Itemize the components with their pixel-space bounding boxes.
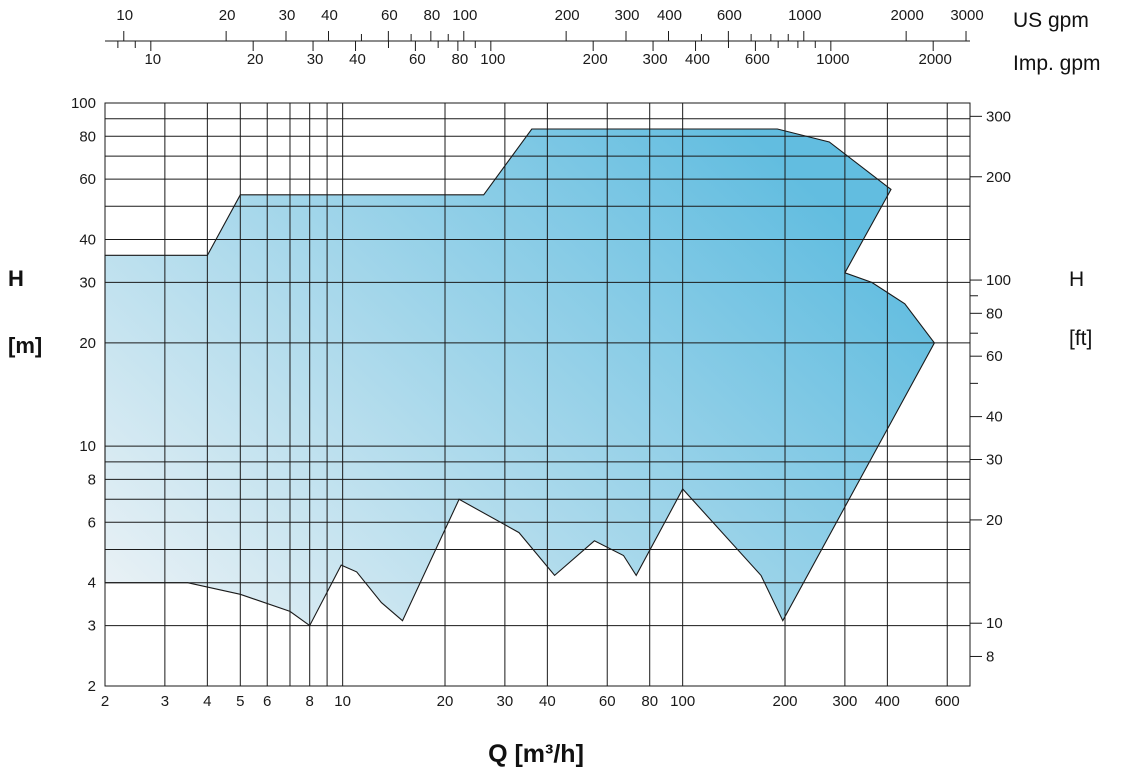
top-tick-label-us-gpm: 300 (614, 7, 639, 24)
y-tick-label-left: 4 (88, 575, 96, 592)
y-axis-left-title: H (8, 266, 24, 291)
top-tick-label-imp-gpm: 30 (307, 51, 324, 68)
y-tick-label-right: 40 (986, 409, 1003, 426)
top-tick-label-us-gpm: 3000 (950, 7, 983, 24)
x-tick-label: 20 (437, 693, 454, 710)
y-tick-label-left: 8 (88, 471, 96, 488)
top-tick-label-imp-gpm: 100 (480, 51, 505, 68)
x-tick-label: 40 (539, 693, 556, 710)
top-tick-label-imp-gpm: 1000 (816, 51, 849, 68)
top-tick-label-us-gpm: 1000 (788, 7, 821, 24)
top-tick-label-us-gpm: 100 (452, 7, 477, 24)
top-tick-label-us-gpm: 80 (423, 7, 440, 24)
x-tick-label: 600 (935, 693, 960, 710)
x-tick-label: 400 (875, 693, 900, 710)
x-tick-label: 60 (599, 693, 616, 710)
y-tick-label-left: 30 (79, 274, 96, 291)
top-tick-label-imp-gpm: 200 (583, 51, 608, 68)
top-tick-label-us-gpm: 30 (279, 7, 296, 24)
top-tick-label-imp-gpm: 400 (685, 51, 710, 68)
x-tick-label: 4 (203, 693, 211, 710)
y-tick-label-right: 100 (986, 272, 1011, 289)
top-tick-label-imp-gpm: 600 (745, 51, 770, 68)
y-tick-label-left: 3 (88, 618, 96, 635)
top-tick-label-imp-gpm: 20 (247, 51, 264, 68)
x-tick-label: 8 (306, 693, 314, 710)
top-tick-label-imp-gpm: 60 (409, 51, 426, 68)
x-tick-label: 2 (101, 693, 109, 710)
top-tick-label-imp-gpm: 40 (349, 51, 366, 68)
axes-layer: 2 3 4 5 6 8 10 20 30 40 60 80 100 200 300 400 600 2 3 4 6 8 10… (71, 7, 1011, 710)
top-tick-label-imp-gpm: 300 (643, 51, 668, 68)
plot-frame (104, 102, 971, 687)
top-tick-label-us-gpm: 20 (219, 7, 236, 24)
top-tick-label-us-gpm: 60 (381, 7, 398, 24)
x-tick-label: 10 (334, 693, 351, 710)
x-tick-label: 5 (236, 693, 244, 710)
top-axis-unit-us-gpm: US gpm (1013, 9, 1089, 32)
x-tick-label: 3 (161, 693, 169, 710)
x-tick-label: 300 (832, 693, 857, 710)
y-tick-label-right: 200 (986, 169, 1011, 186)
top-tick-label-us-gpm: 600 (717, 7, 742, 24)
top-tick-label-us-gpm: 200 (555, 7, 580, 24)
y-tick-label-right: 60 (986, 348, 1003, 365)
top-tick-label-imp-gpm: 2000 (918, 51, 951, 68)
x-tick-label: 30 (497, 693, 514, 710)
performance-envelope-area (104, 128, 936, 627)
x-tick-label: 80 (641, 693, 658, 710)
top-tick-label-imp-gpm: 10 (144, 51, 161, 68)
y-tick-label-right: 10 (986, 615, 1003, 632)
y-tick-label-left: 60 (79, 171, 96, 188)
y-tick-label-left: 20 (79, 335, 96, 352)
y-axis-right-unit: [ft] (1069, 327, 1092, 350)
y-tick-label-right: 30 (986, 451, 1003, 468)
top-axis-unit-imp-gpm: Imp. gpm (1013, 52, 1101, 75)
envelope-layer (104, 128, 936, 627)
x-tick-label: 100 (670, 693, 695, 710)
y-tick-label-left: 10 (79, 438, 96, 455)
x-tick-label: 6 (263, 693, 271, 710)
y-tick-label-left: 100 (71, 95, 96, 112)
y-tick-label-left: 40 (79, 232, 96, 249)
y-tick-label-right: 300 (986, 108, 1011, 125)
grid-layer (104, 102, 971, 687)
top-tick-label-us-gpm: 400 (657, 7, 682, 24)
y-tick-label-right: 8 (986, 648, 994, 665)
y-tick-label-left: 2 (88, 678, 96, 695)
x-axis-title: Q [m³/h] (488, 740, 584, 768)
y-tick-label-right: 20 (986, 512, 1003, 529)
top-tick-label-imp-gpm: 80 (452, 51, 469, 68)
top-tick-label-us-gpm: 2000 (890, 7, 923, 24)
y-tick-label-left: 6 (88, 514, 96, 531)
y-tick-label-left: 80 (79, 128, 96, 145)
x-tick-label: 200 (772, 693, 797, 710)
y-tick-label-right: 80 (986, 305, 1003, 322)
top-tick-label-us-gpm: 40 (321, 7, 338, 24)
top-tick-label-us-gpm: 10 (116, 7, 133, 24)
y-axis-right-title: H (1069, 268, 1084, 291)
y-axis-left-unit: [m] (8, 333, 42, 358)
